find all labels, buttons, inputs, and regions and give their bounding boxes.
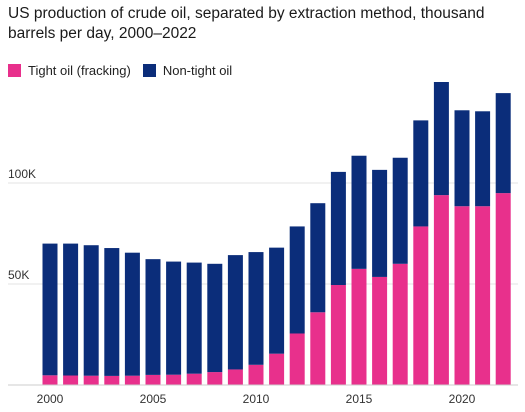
legend-item-non-tight-oil[interactable]: Non-tight oil	[142, 63, 233, 78]
bar-tight-oil	[207, 372, 223, 385]
bar-tight-oil	[166, 374, 182, 385]
bar-non-tight-oil	[42, 243, 58, 376]
legend-swatch-tight-oil	[8, 64, 21, 77]
bar-non-tight-oil	[145, 259, 161, 375]
x-tick-label: 2000	[37, 392, 64, 406]
bar-non-tight-oil	[83, 245, 99, 376]
legend-label-tight-oil: Tight oil (fracking)	[28, 63, 131, 78]
bar-tight-oil	[269, 353, 285, 385]
bar-non-tight-oil	[63, 243, 79, 376]
bar-non-tight-oil	[413, 120, 429, 227]
bar-tight-oil	[454, 206, 470, 385]
legend: Tight oil (fracking) Non-tight oil	[8, 63, 244, 78]
bar-tight-oil	[248, 364, 264, 385]
legend-label-non-tight-oil: Non-tight oil	[162, 63, 233, 78]
bar-non-tight-oil	[372, 169, 388, 277]
bar-non-tight-oil	[166, 261, 182, 375]
x-tick-label: 2005	[140, 392, 167, 406]
bar-tight-oil	[392, 263, 408, 385]
bar-tight-oil	[289, 333, 305, 385]
x-tick-label: 2015	[346, 392, 373, 406]
bar-tight-oil	[310, 312, 326, 385]
bar-tight-oil	[42, 375, 58, 385]
bar-tight-oil	[330, 285, 346, 385]
bar-non-tight-oil	[433, 82, 449, 196]
bar-tight-oil	[63, 375, 79, 385]
bar-non-tight-oil	[351, 155, 367, 269]
y-tick-label: 50K	[8, 268, 29, 282]
x-tick-label: 2010	[243, 392, 270, 406]
bar-non-tight-oil	[269, 247, 285, 354]
bar-tight-oil	[104, 375, 120, 385]
bar-tight-oil	[83, 375, 99, 385]
bar-non-tight-oil	[475, 111, 491, 207]
legend-item-tight-oil[interactable]: Tight oil (fracking)	[8, 63, 131, 78]
bar-non-tight-oil	[454, 110, 470, 207]
bar-non-tight-oil	[207, 263, 223, 373]
bar-tight-oil	[227, 369, 243, 385]
bar-tight-oil	[351, 268, 367, 385]
bar-non-tight-oil	[248, 252, 264, 365]
bar-tight-oil	[372, 276, 388, 385]
bar-tight-oil	[145, 374, 161, 385]
bar-non-tight-oil	[330, 171, 346, 286]
bar-non-tight-oil	[186, 262, 202, 374]
bar-tight-oil	[124, 375, 140, 385]
y-tick-label: 100K	[8, 167, 36, 181]
x-tick-label: 2020	[449, 392, 476, 406]
bar-non-tight-oil	[392, 157, 408, 264]
chart-title: US production of crude oil, separated by…	[8, 5, 485, 42]
bar-tight-oil	[433, 195, 449, 385]
bar-non-tight-oil	[289, 226, 305, 334]
bar-tight-oil	[475, 206, 491, 385]
legend-swatch-non-tight-oil	[142, 64, 156, 77]
bar-tight-oil	[495, 193, 511, 385]
bar-tight-oil	[186, 373, 202, 385]
bar-tight-oil	[413, 226, 429, 385]
bar-non-tight-oil	[495, 93, 511, 194]
bar-non-tight-oil	[227, 255, 243, 370]
bar-non-tight-oil	[104, 248, 120, 376]
bar-non-tight-oil	[124, 252, 140, 376]
bar-non-tight-oil	[310, 203, 326, 313]
